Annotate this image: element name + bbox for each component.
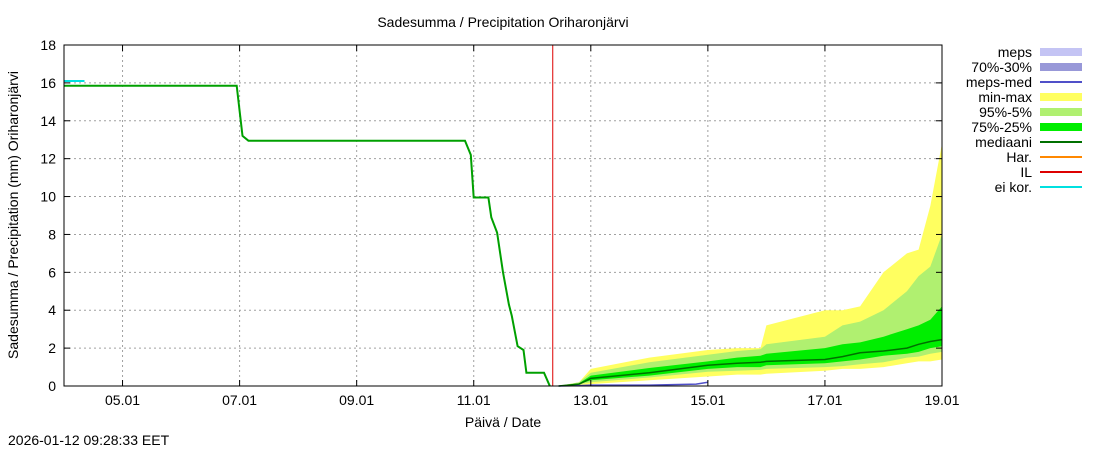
x-tick-label: 13.01 [573, 392, 608, 408]
x-tick-label: 09.01 [339, 392, 374, 408]
x-tick-label: 15.01 [690, 392, 725, 408]
y-tick-label: 4 [48, 302, 56, 318]
x-tick-label: 05.01 [105, 392, 140, 408]
legend-swatch [1040, 123, 1082, 131]
legend-label: 75%-25% [971, 119, 1032, 135]
y-tick-label: 16 [40, 75, 56, 91]
y-tick-label: 18 [40, 37, 56, 53]
legend-swatch [1040, 48, 1082, 56]
y-tick-label: 12 [40, 151, 56, 167]
x-tick-labels: 05.01 07.01 09.01 11.01 13.01 15.01 17.01 19.01 [105, 392, 960, 408]
x-tick-label: 07.01 [222, 392, 257, 408]
y-tick-label: 6 [48, 264, 56, 280]
series-observed [64, 84, 551, 387]
legend-label: meps-med [966, 74, 1032, 90]
y-tick-label: 14 [40, 113, 56, 129]
legend-swatch [1040, 93, 1082, 101]
legend-label: 95%-5% [979, 104, 1032, 120]
chart-title: Sadesumma / Precipitation Oriharonjärvi [377, 14, 628, 30]
x-tick-label: 11.01 [457, 392, 491, 408]
legend-label: 70%-30% [971, 59, 1032, 75]
legend-label: meps [998, 44, 1032, 60]
y-tick-labels: 0 2 4 6 8 10 12 14 16 18 [40, 37, 56, 394]
y-axis-label: Sadesumma / Precipitation (mm) Oriharonj… [5, 71, 21, 359]
legend-label: mediaani [975, 134, 1032, 150]
series-mediaani [558, 338, 943, 387]
grid-lines [64, 45, 942, 386]
legend: meps70%-30%meps-medmin-max95%-5%75%-25%m… [966, 44, 1082, 195]
legend-swatch [1040, 63, 1082, 71]
y-tick-label: 2 [48, 340, 56, 356]
x-tick-label: 17.01 [807, 392, 842, 408]
y-tick-label: 8 [48, 226, 56, 242]
legend-swatch [1040, 108, 1082, 116]
x-axis-label: Päivä / Date [465, 414, 541, 430]
timestamp: 2026-01-12 09:28:33 EET [8, 432, 170, 448]
forecast-bands [558, 143, 942, 386]
legend-label: min-max [978, 89, 1032, 105]
y-tick-label: 10 [40, 189, 56, 205]
y-tick-label: 0 [48, 378, 56, 394]
legend-label: ei kor. [995, 179, 1032, 195]
legend-label: Har. [1006, 149, 1032, 165]
plot-frame [63, 44, 943, 387]
axis-ticks [64, 44, 943, 387]
x-tick-label: 19.01 [924, 392, 959, 408]
legend-label: IL [1020, 164, 1032, 180]
